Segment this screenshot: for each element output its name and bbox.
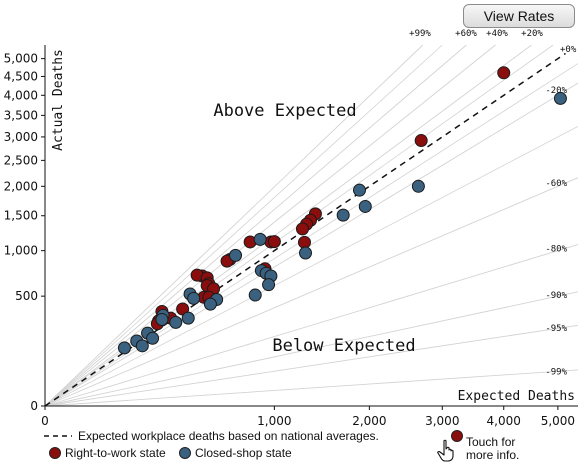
closed-shop-state-point[interactable] (155, 313, 169, 327)
x-tick-label: 3,000 (425, 414, 459, 428)
closed-shop-state-point[interactable] (229, 248, 243, 262)
reference-line (44, 44, 467, 407)
closed-shop-state-point[interactable] (262, 278, 276, 292)
reference-line-label: +20% (521, 29, 543, 39)
touch-info-dot[interactable] (451, 430, 463, 442)
y-tick-label: 2,000 (4, 179, 38, 193)
y-tick-label: 2,500 (4, 153, 38, 167)
reference-line-label: -99% (545, 368, 567, 378)
reference-line (44, 44, 424, 407)
reference-line (44, 369, 579, 407)
reference-line (44, 244, 579, 407)
reference-line-label: +60% (455, 29, 477, 39)
rtw-state-point[interactable] (297, 235, 311, 249)
legend-closed-swatch (179, 447, 191, 459)
closed-shop-state-point[interactable] (358, 199, 372, 213)
below-expected-label: Below Expected (272, 336, 415, 356)
reference-line-label: -80% (545, 245, 567, 255)
reference-line (44, 177, 579, 407)
reference-line-minor (44, 44, 443, 407)
reference-line (44, 44, 496, 407)
y-tick-label: 5,000 (4, 52, 38, 66)
y-tick-label: 1,000 (4, 244, 38, 258)
rtw-state-point[interactable] (414, 134, 428, 148)
touch-info[interactable]: Touch for more info. (437, 430, 520, 463)
y-tick-label: 3,000 (4, 130, 38, 144)
legend-closed-label: Closed-shop state (195, 446, 292, 460)
closed-shop-state-point[interactable] (299, 246, 313, 260)
closed-shop-state-point[interactable] (411, 179, 425, 193)
x-axis-title: Expected Deaths (458, 389, 575, 404)
x-tick-label: 4,000 (487, 414, 521, 428)
reference-line-labels: +99% +60% +40% +20% +0% -20% -60% -80% -90% -95% -… (409, 29, 577, 378)
legend-expected-label: Expected workplace deaths based on natio… (78, 429, 379, 443)
reference-line-label: -95% (545, 324, 567, 334)
rtw-state-point[interactable] (295, 222, 309, 236)
closed-shop-state-point[interactable] (553, 91, 567, 105)
y-ticks: 0 500 1,000 1,500 2,000 2,500 3,000 3,500 4,000 4… (4, 52, 45, 413)
expected-line-layer (44, 52, 566, 407)
closed-shop-state-point[interactable] (135, 339, 149, 353)
axes (44, 45, 578, 407)
touch-info-line2: more info. (466, 448, 519, 462)
above-expected-label: Above Expected (213, 101, 356, 121)
x-ticks: 0 1,000 2,000 3,000 4,000 5,000 (41, 406, 575, 428)
reference-line-label: -20% (545, 86, 567, 96)
reference-line (44, 291, 579, 407)
data-points (117, 66, 567, 355)
legend-rtw-label: Right-to-work state (65, 446, 166, 460)
reference-line-label: -90% (545, 291, 567, 301)
closed-shop-state-point[interactable] (336, 208, 350, 222)
closed-shop-state-point[interactable] (203, 297, 217, 311)
view-rates-button[interactable]: View Rates (463, 4, 575, 28)
closed-shop-state-point[interactable] (187, 291, 201, 305)
closed-shop-state-point[interactable] (181, 311, 195, 325)
x-tick-label: 5,000 (541, 414, 575, 428)
y-axis-title: Actual Deaths (51, 49, 66, 151)
closed-shop-state-point[interactable] (169, 315, 183, 329)
y-tick-label: 4,000 (4, 88, 38, 102)
reference-line-label: +0% (560, 45, 577, 55)
y-tick-label: 4,500 (4, 69, 38, 83)
closed-shop-state-point[interactable] (117, 341, 131, 355)
reference-line-label: +40% (486, 29, 508, 39)
y-tick-label: 0 (30, 399, 38, 413)
reference-line-label: +99% (409, 29, 431, 39)
x-tick-label: 0 (41, 414, 49, 428)
y-tick-label: 3,500 (4, 108, 38, 122)
closed-shop-state-point[interactable] (248, 288, 262, 302)
reference-line-label: -60% (545, 179, 567, 189)
reference-lines (44, 44, 579, 407)
y-tick-label: 1,500 (4, 209, 38, 223)
expected-deaths-line (44, 52, 566, 407)
reference-line-minor (44, 63, 579, 407)
hand-pointer-icon (437, 439, 454, 462)
closed-shop-state-point[interactable] (352, 183, 366, 197)
legend-rtw-swatch (49, 447, 61, 459)
closed-shop-state-point[interactable] (253, 232, 267, 246)
rtw-state-point[interactable] (267, 235, 281, 249)
reference-line (44, 82, 579, 407)
touch-info-line1: Touch for (466, 435, 515, 449)
closed-shop-state-point[interactable] (146, 331, 160, 345)
x-tick-label: 1,000 (257, 414, 291, 428)
reference-line (44, 324, 579, 407)
x-tick-label: 2,000 (352, 414, 386, 428)
reference-line-minor (44, 126, 579, 407)
legend: Expected workplace deaths based on natio… (44, 429, 379, 460)
rtw-state-point[interactable] (497, 66, 511, 80)
y-tick-label: 500 (15, 289, 38, 303)
